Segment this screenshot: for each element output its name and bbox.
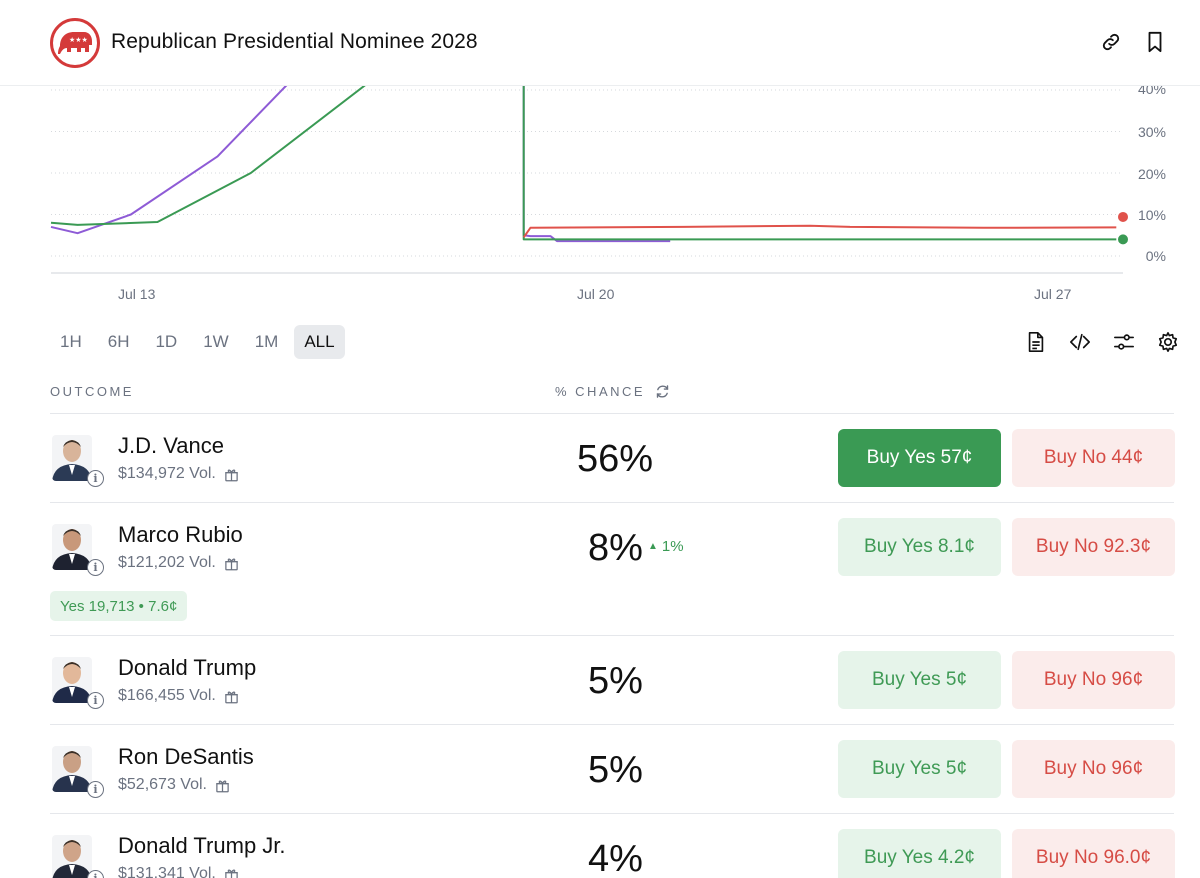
volume-text: $134,972 Vol.	[118, 465, 216, 482]
bookmark-icon[interactable]	[1143, 30, 1167, 54]
series-end-dot	[1118, 211, 1128, 222]
x-tick-label: Jul 13	[118, 286, 156, 302]
buy-no-button[interactable]: Buy No 96.0¢	[1012, 829, 1175, 878]
outcome-volume: $131,341 Vol.	[118, 865, 239, 878]
gop-elephant-icon: ★★★	[50, 18, 100, 68]
series-line-2	[522, 224, 1117, 238]
sliders-icon[interactable]	[1112, 330, 1136, 354]
column-chance-label: % CHANCE	[555, 384, 646, 399]
candidate-photo	[52, 746, 92, 792]
outcome-chance: 4%	[588, 838, 643, 878]
candidate-photo	[52, 835, 92, 878]
buy-no-button[interactable]: Buy No 96¢	[1012, 651, 1175, 709]
x-tick-label: Jul 20	[577, 286, 615, 302]
volume-text: $166,455 Vol.	[118, 687, 216, 704]
outcome-name[interactable]: Donald Trump	[118, 655, 257, 680]
x-tick-label: Jul 27	[1034, 286, 1072, 302]
outcome-chance: 5%	[588, 749, 643, 791]
delta-value: 1%	[661, 538, 684, 555]
y-tick-label: 30%	[1137, 124, 1166, 140]
series-end-dot	[1118, 234, 1128, 245]
outcome-row[interactable]: i Donald Trump $166,455 Vol. 5% Buy Yes 5¢ Bu…	[50, 636, 1175, 725]
buy-yes-button[interactable]: Buy Yes 5¢	[838, 740, 1001, 798]
range-tab-6h[interactable]: 6H	[107, 332, 130, 351]
outcome-volume: $121,202 Vol.	[118, 554, 239, 572]
position-chip[interactable]: Yes 19,713 • 7.6¢	[50, 591, 188, 621]
avatar: i	[50, 435, 104, 487]
chance-delta: ▲ 1%	[648, 538, 684, 555]
avatar: i	[50, 746, 104, 798]
outcome-name[interactable]: Marco Rubio	[118, 522, 243, 547]
y-tick-label: 20%	[1137, 166, 1166, 182]
column-chance: % CHANCE	[555, 384, 670, 399]
volume-text: $121,202 Vol.	[118, 554, 216, 571]
gift-icon[interactable]	[224, 556, 239, 571]
gift-icon[interactable]	[224, 467, 239, 482]
avatar: i	[50, 835, 104, 878]
range-tab-1h[interactable]: 1H	[60, 332, 82, 351]
chart-canvas	[50, 86, 1128, 274]
outcome-name[interactable]: Ron DeSantis	[118, 744, 254, 769]
series-line-0	[50, 86, 671, 243]
candidate-photo	[52, 435, 92, 481]
gift-icon[interactable]	[224, 689, 239, 704]
market-title: Republican Presidential Nominee 2028	[111, 30, 478, 53]
outcome-chance: 8%	[588, 527, 643, 569]
price-chart: 40% 30% 20% 10% 0% Jul 13 Jul 20 Jul 27	[0, 81, 1200, 316]
outcome-volume: $134,972 Vol.	[118, 465, 239, 483]
candidate-photo	[52, 524, 92, 570]
outcome-chance: 5%	[588, 660, 643, 702]
info-icon[interactable]: i	[87, 692, 104, 709]
info-icon[interactable]: i	[87, 781, 104, 798]
svg-text:★★★: ★★★	[69, 36, 88, 44]
buy-yes-button[interactable]: Buy Yes 8.1¢	[838, 518, 1001, 576]
chart-tools	[1024, 330, 1180, 354]
gift-icon[interactable]	[215, 778, 230, 793]
outcome-volume: $166,455 Vol.	[118, 687, 239, 705]
up-arrow-icon: ▲	[648, 541, 658, 552]
y-tick-label: 10%	[1137, 207, 1166, 223]
buy-no-button[interactable]: Buy No 92.3¢	[1012, 518, 1175, 576]
market-header: ★★★ Republican Presidential Nominee 2028	[0, 0, 1200, 86]
buy-yes-button[interactable]: Buy Yes 57¢	[838, 429, 1001, 487]
volume-text: $131,341 Vol.	[118, 865, 216, 878]
y-tick-label: 0%	[1145, 248, 1166, 264]
outcome-name[interactable]: J.D. Vance	[118, 433, 224, 458]
range-tab-1w[interactable]: 1W	[203, 332, 229, 351]
outcome-chance: 56%	[577, 438, 654, 480]
outcome-row[interactable]: i J.D. Vance $134,972 Vol. 56% Buy Yes 57¢ Bu…	[50, 414, 1175, 503]
buy-no-button[interactable]: Buy No 96¢	[1012, 740, 1175, 798]
avatar: i	[50, 657, 104, 709]
range-tab-all[interactable]: ALL	[294, 325, 345, 359]
buy-yes-button[interactable]: Buy Yes 5¢	[838, 651, 1001, 709]
outcome-name[interactable]: Donald Trump Jr.	[118, 833, 286, 858]
code-icon[interactable]	[1068, 330, 1092, 354]
volume-text: $52,673 Vol.	[118, 776, 207, 793]
buy-no-button[interactable]: Buy No 44¢	[1012, 429, 1175, 487]
range-tab-1d[interactable]: 1D	[155, 332, 178, 351]
buy-yes-button[interactable]: Buy Yes 4.2¢	[838, 829, 1001, 878]
column-outcome: OUTCOME	[50, 384, 134, 399]
gear-icon[interactable]	[1156, 330, 1180, 354]
table-divider	[50, 413, 1174, 414]
refresh-icon[interactable]	[655, 384, 670, 399]
gift-icon[interactable]	[224, 867, 239, 878]
series-line-1	[50, 86, 1117, 241]
outcome-volume: $52,673 Vol.	[118, 776, 230, 794]
info-icon[interactable]: i	[87, 870, 104, 878]
info-icon[interactable]: i	[87, 559, 104, 576]
outcome-row[interactable]: i Donald Trump Jr. $131,341 Vol. 4% Buy Yes …	[50, 814, 1175, 878]
candidate-photo	[52, 657, 92, 703]
outcome-row[interactable]: i Ron DeSantis $52,673 Vol. 5% Buy Yes 5¢ Buy…	[50, 725, 1175, 814]
info-icon[interactable]: i	[87, 470, 104, 487]
document-icon[interactable]	[1024, 330, 1048, 354]
avatar: i	[50, 524, 104, 576]
link-icon[interactable]	[1099, 30, 1123, 54]
range-tab-1m[interactable]: 1M	[254, 332, 279, 351]
time-range-tabs: 1H 6H 1D 1W 1M ALL	[50, 325, 345, 359]
outcome-row[interactable]: i Marco Rubio $121,202 Vol. 8% ▲ 1% Buy Yes 8.…	[50, 503, 1175, 636]
